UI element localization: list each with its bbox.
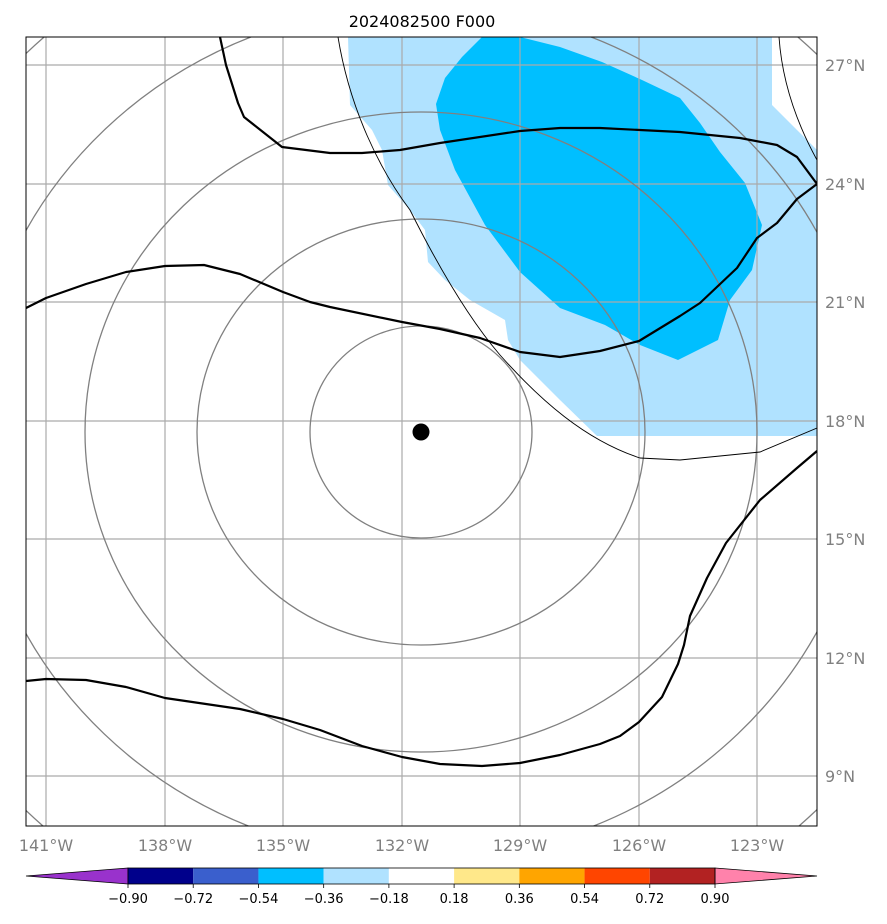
boundary-line	[337, 37, 817, 461]
colorbar-tick-label: 0.90	[701, 892, 730, 907]
lon-tick-label: 123°W	[730, 836, 785, 855]
lon-tick-label: 126°W	[612, 836, 667, 855]
lon-tick-label: 141°W	[19, 836, 74, 855]
colorbar-tick-label: 0.18	[440, 892, 469, 907]
colorbar-tick-label: −0.18	[369, 892, 409, 907]
lon-tick-label: 132°W	[375, 836, 430, 855]
boundary-line-right	[778, 37, 817, 161]
colorbar-segment	[584, 868, 650, 884]
gridlines	[26, 37, 817, 826]
colorbar-frame	[127, 867, 716, 885]
colorbar-segment	[323, 868, 389, 884]
dark-blue-field	[436, 37, 762, 360]
colorbar-segment	[454, 868, 520, 884]
colorbar-segment	[128, 868, 194, 884]
colorbar-segment	[388, 868, 455, 884]
colorbar: −0.90 −0.72 −0.54 −0.36 −0.18 0.18 0.36 0.54 0.7…	[25, 867, 818, 907]
colorbar-tick-label: −0.90	[108, 892, 148, 907]
colorbar-tick-label: −0.54	[239, 892, 279, 907]
lat-axis: 27°N 24°N 21°N 18°N 15°N 12°N 9°N	[825, 56, 865, 786]
lon-tick-label: 135°W	[256, 836, 311, 855]
colorbar-tick-label: 0.54	[570, 892, 599, 907]
colorbar-tick-label: −0.72	[173, 892, 213, 907]
storm-center-marker	[412, 423, 430, 441]
map-frame	[25, 36, 818, 827]
lat-tick-label: 18°N	[825, 412, 865, 431]
lat-tick-label: 21°N	[825, 293, 865, 312]
colorbar-tick-label: −0.36	[304, 892, 344, 907]
lat-tick-label: 12°N	[825, 649, 865, 668]
colorbar-segment	[258, 868, 324, 884]
lon-tick-label: 138°W	[138, 836, 193, 855]
lon-tick-label: 129°W	[493, 836, 548, 855]
colorbar-segment	[649, 868, 715, 884]
lat-tick-label: 27°N	[825, 56, 865, 75]
colorbar-tick-label: 0.36	[505, 892, 534, 907]
colorbar-segment	[519, 868, 585, 884]
colorbar-extend-low	[25, 867, 129, 885]
contour-lines	[26, 37, 817, 768]
lat-tick-label: 24°N	[825, 175, 865, 194]
colorbar-tick-label: 0.72	[635, 892, 664, 907]
lon-axis: 141°W 138°W 135°W 132°W 129°W 126°W 123°…	[19, 836, 785, 855]
colorbar-segment	[193, 868, 259, 884]
lat-tick-label: 15°N	[825, 530, 865, 549]
lat-tick-label: 9°N	[825, 767, 855, 786]
colorbar-extend-high	[714, 867, 818, 885]
map-title: 2024082500 F000	[349, 12, 496, 31]
